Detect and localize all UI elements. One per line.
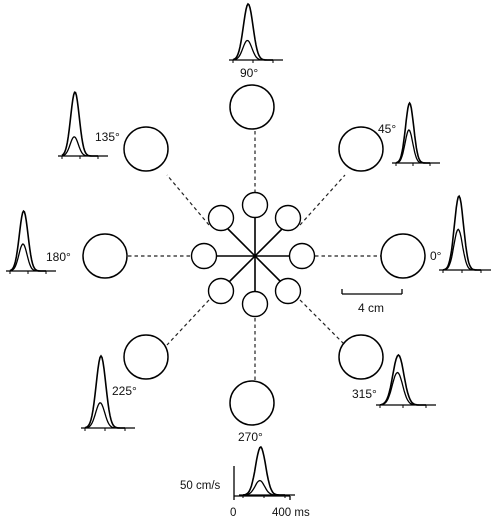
velocity-profile-0 (439, 194, 491, 273)
time-end-label: 400 ms (272, 507, 310, 519)
profile-trace-inner-45 (395, 129, 430, 164)
dashed-line-315 (299, 299, 346, 346)
angle-label-315: 315° (352, 387, 377, 401)
inner-circle-90 (241, 191, 269, 219)
angle-label-225: 225° (112, 384, 137, 398)
inner-circle-45 (274, 204, 302, 232)
profile-trace-outer-180 (9, 209, 46, 272)
inner-circle-180 (190, 242, 218, 270)
time-start-label: 0 (230, 507, 236, 519)
target-circle-90 (229, 84, 275, 130)
angle-label-45: 45° (378, 122, 396, 136)
angle-labels: 0° 45° 90° 135° 180° 225° 270° 315° (46, 66, 442, 444)
dashed-line-45 (299, 174, 346, 226)
inner-circle-0 (288, 242, 316, 270)
velocity-profile-90 (229, 2, 283, 63)
angle-label-90: 90° (240, 66, 258, 80)
target-circle-270 (229, 380, 275, 426)
distance-scale-label: 4 cm (358, 301, 384, 315)
velocity-profile-225 (81, 354, 135, 431)
profile-trace-inner-315 (379, 371, 426, 406)
dashed-line-225 (166, 299, 210, 346)
target-circle-45 (338, 126, 384, 172)
angle-label-0: 0° (430, 249, 442, 263)
inner-circle-270 (241, 290, 269, 318)
profile-trace-inner-270 (242, 479, 285, 496)
inner-circle-315 (274, 277, 302, 305)
profile-trace-inner-225 (84, 402, 125, 429)
target-circle-225 (123, 334, 169, 380)
angle-label-270: 270° (238, 430, 263, 444)
inner-circles (190, 191, 316, 318)
profile-trace-inner-135 (61, 136, 98, 157)
profile-trace-outer-270 (242, 445, 285, 496)
velocity-scale-label: 50 cm/s (180, 480, 221, 492)
inner-circle-225 (207, 277, 235, 305)
velocity-profile-135 (58, 91, 108, 159)
velocity-profiles (6, 2, 491, 498)
angle-label-180: 180° (46, 250, 71, 264)
profile-trace-outer-0 (442, 194, 481, 271)
calibration-axes (233, 466, 291, 500)
dashed-line-135 (166, 174, 210, 226)
inner-circle-135 (207, 204, 235, 232)
profile-trace-outer-315 (379, 353, 426, 406)
profile-trace-inner-0 (442, 228, 481, 271)
target-circle-0 (380, 233, 426, 279)
profile-trace-inner-180 (9, 243, 46, 272)
profile-trace-inner-90 (232, 39, 273, 61)
velocity-profile-315 (376, 353, 436, 408)
target-circle-135 (123, 126, 169, 172)
dashed-connector-lines (122, 128, 383, 380)
outer-target-circles (82, 84, 426, 426)
profile-trace-outer-45 (395, 101, 430, 164)
distance-scale-bar: 4 cm (341, 289, 403, 315)
angle-label-135: 135° (95, 130, 120, 144)
profile-trace-outer-135 (61, 91, 98, 157)
center-spokes (203, 206, 305, 306)
target-circle-315 (338, 334, 384, 380)
spoke-diagonal-2 (220, 221, 290, 291)
velocity-profile-270 (239, 445, 295, 498)
velocity-profile-180 (6, 209, 56, 274)
velocity-profile-45 (392, 101, 440, 166)
target-circle-180 (82, 233, 128, 279)
